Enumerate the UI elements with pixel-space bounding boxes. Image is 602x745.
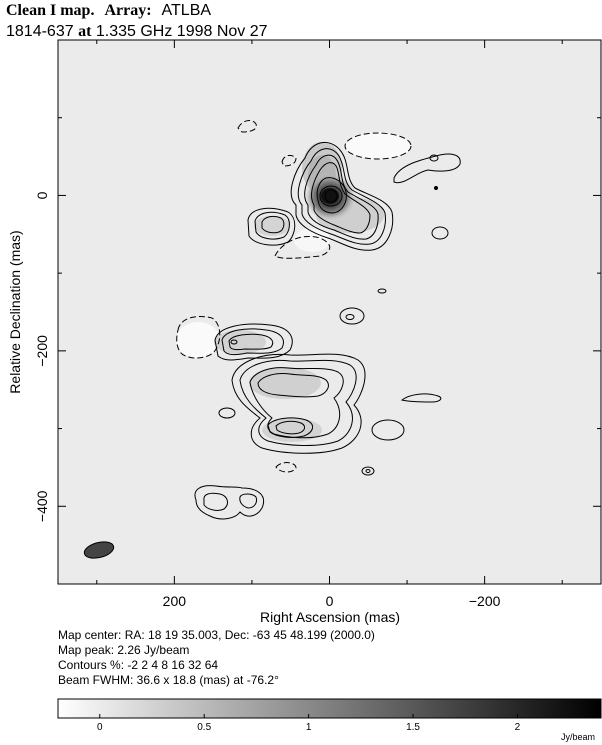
- contour-level: [361, 466, 375, 476]
- contour-level: [257, 373, 329, 398]
- contour-level: [214, 323, 293, 361]
- figure-title: Clean I map. Array: ATLBA: [6, 0, 268, 21]
- contour-level: [319, 185, 343, 207]
- contour-level: [311, 162, 371, 234]
- map-center: Map center: RA: 18 19 35.003, Dec: -63 4…: [58, 628, 375, 642]
- negative-contour: [344, 132, 412, 160]
- colorbar-tick-label: 2: [515, 722, 521, 733]
- negative-contour: [275, 462, 297, 473]
- figure-subtitle: 1814-637 at 1.335 GHz 1998 Nov 27: [6, 21, 268, 42]
- at-word: at: [78, 23, 92, 40]
- contour-level: [371, 419, 405, 441]
- contour-level: [228, 333, 274, 351]
- colorbar-tick-label: 1.5: [406, 722, 420, 733]
- y-axis-label: Relative Declination (mas): [7, 230, 23, 393]
- contour-level: [231, 353, 366, 454]
- colorbar: [57, 698, 602, 719]
- array-label: Array:: [104, 2, 152, 19]
- contour-level: [254, 211, 290, 240]
- y-tick-label: −200: [34, 335, 50, 367]
- contour-level: [218, 407, 236, 419]
- contour-level: [297, 148, 386, 245]
- contour-level: [324, 189, 338, 203]
- contour-level: [431, 226, 449, 240]
- map-image: [83, 120, 461, 559]
- contour-level: [275, 420, 306, 435]
- title-text: Clean I map.: [6, 2, 95, 19]
- contour-level: [230, 339, 238, 345]
- map-background: [58, 40, 601, 584]
- map-peak: Map peak: 2.26 Jy/beam: [58, 643, 190, 657]
- contour-level: [247, 207, 296, 246]
- contours: [83, 120, 461, 559]
- contour-level: [194, 485, 264, 520]
- negative-patch: [176, 322, 220, 358]
- colorbar-tick-label: 0: [97, 722, 103, 733]
- core-peak: [321, 188, 339, 204]
- y-tick-label: −400: [34, 490, 50, 522]
- contour-level: [203, 492, 228, 511]
- contour-level: [261, 215, 285, 234]
- contour-level: [239, 493, 257, 509]
- contour-level: [239, 359, 357, 447]
- x-axis-label: Right Ascension (mas): [260, 609, 400, 625]
- beam-ellipse: [83, 541, 115, 559]
- negative-patch: [346, 132, 410, 160]
- contour-level: [393, 153, 461, 184]
- axis-ticks: 200 0 −200 0 −200 −400: [34, 39, 601, 609]
- colorbar-tick-label: 0.5: [197, 722, 211, 733]
- x-tick-label: 200: [163, 593, 187, 609]
- x-tick-label: 0: [326, 593, 334, 609]
- negative-patch: [294, 228, 330, 252]
- colorbar-unit: Jy/beam: [561, 732, 595, 742]
- frequency-date: 1.335 GHz 1998 Nov 27: [95, 23, 268, 40]
- negative-contour: [176, 316, 221, 359]
- y-tick-label: 0: [34, 191, 50, 199]
- lobe-shading: [214, 330, 266, 354]
- figure-header: Clean I map. Array: ATLBA 1814-637 at 1.…: [6, 0, 268, 42]
- contour-level: [290, 142, 394, 251]
- lobe-shading: [262, 418, 322, 442]
- negative-contour: [237, 120, 257, 133]
- contour-level: [249, 367, 344, 439]
- contour-level: [400, 393, 442, 403]
- negative-contour: [274, 236, 331, 259]
- contour-level: [434, 186, 438, 190]
- colorbar-ticks: 0 0.5 1 1.5 2: [97, 714, 521, 733]
- contour-levels: Contours %: -2 2 4 8 16 32 64: [58, 658, 219, 672]
- contour-level: [429, 154, 439, 162]
- contour-level: [339, 307, 365, 325]
- contour-level: [345, 314, 355, 320]
- colorbar-tick-label: 1: [306, 722, 312, 733]
- x-tick-label: −200: [469, 593, 501, 609]
- beam-fwhm: Beam FWHM: 36.6 x 18.8 (mas) at -76.2°: [58, 673, 279, 687]
- contour-level: [365, 469, 371, 473]
- contour-level: [304, 154, 379, 240]
- array-name: ATLBA: [161, 2, 212, 19]
- contour-level: [221, 328, 284, 356]
- contour-level: [377, 288, 387, 294]
- map-info: Map center: RA: 18 19 35.003, Dec: -63 4…: [58, 628, 375, 688]
- negative-contour: [281, 154, 297, 167]
- contour-level: [316, 177, 347, 214]
- negative-contours: [176, 120, 412, 473]
- source-name: 1814-637: [6, 23, 74, 40]
- contour-level: [267, 417, 313, 438]
